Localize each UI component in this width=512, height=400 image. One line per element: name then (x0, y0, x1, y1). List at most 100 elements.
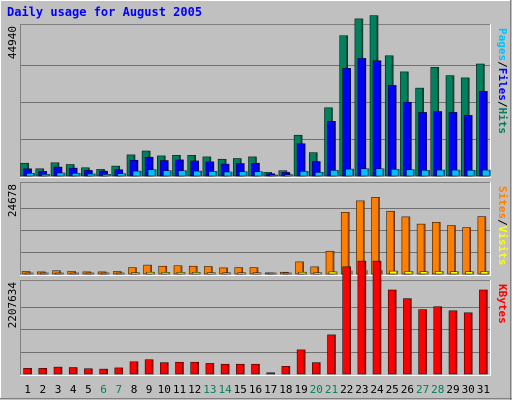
bar-shade (45, 171, 47, 176)
bar-shade (45, 368, 47, 374)
bar-shade (303, 349, 306, 374)
x-tick-label-12: 12 (188, 383, 201, 396)
bar-shade (195, 266, 198, 274)
legend-word: Visits (496, 226, 509, 266)
bar-shade (109, 174, 111, 176)
bar-shade (470, 115, 473, 176)
x-tick-label-17: 17 (264, 383, 277, 396)
bar-shade (485, 91, 488, 176)
bar-shade (241, 267, 243, 274)
bar-shade (457, 271, 459, 274)
bar-shade (139, 171, 141, 176)
bar-shade (151, 359, 154, 374)
x-tick-label-15: 15 (234, 383, 247, 396)
bar-shade (210, 266, 213, 274)
series-files (23, 58, 488, 177)
bar-shade (337, 170, 339, 176)
bar-shade (31, 273, 34, 274)
x-tick-label-30: 30 (462, 383, 475, 396)
bar-shade (455, 310, 457, 374)
bar-shade (335, 271, 337, 274)
bar-shade (166, 362, 169, 374)
x-tick-label-25: 25 (386, 383, 399, 396)
bar-shade (30, 168, 32, 176)
bar-shade (121, 169, 123, 176)
bar-shade (215, 171, 217, 176)
bar-shade (379, 261, 381, 374)
legend-word: Sites (496, 186, 509, 219)
bar-shade (367, 168, 369, 176)
bar-shade (136, 160, 138, 176)
bar-shade (485, 290, 488, 374)
bar-shade (397, 169, 400, 176)
bar-shade (488, 170, 491, 176)
bar-shade (291, 174, 293, 176)
bar-shade (92, 273, 94, 274)
chart-title: Daily usage for August 2005 (7, 5, 202, 19)
bar-shade (200, 171, 202, 176)
bar-shade (274, 273, 277, 274)
x-tick-label-18: 18 (279, 383, 292, 396)
bar-shade (317, 266, 319, 274)
bar-shade (77, 273, 79, 274)
x-tick-label-3: 3 (55, 383, 62, 396)
bar-shade (107, 273, 110, 274)
bar-shade (349, 266, 351, 374)
bar-shade (289, 273, 292, 274)
bar-shade (396, 271, 398, 274)
bar-shade (261, 171, 263, 176)
legend-word: Hits (496, 108, 509, 135)
bar-shade (258, 364, 260, 374)
bar-shade (182, 159, 184, 176)
bar-shade (60, 367, 62, 374)
legend-word: / (496, 101, 509, 108)
bar-shade (320, 272, 322, 274)
x-tick-label-28: 28 (431, 383, 444, 396)
x-tick-label-10: 10 (158, 383, 171, 396)
bar-shade (428, 170, 430, 176)
x-tick-label-29: 29 (446, 383, 459, 396)
x-tick-label-5: 5 (85, 383, 92, 396)
bar-shade (106, 369, 108, 374)
bar-shade (62, 273, 64, 274)
y-max-label: 2207634 (6, 282, 19, 329)
panel-background (20, 24, 491, 178)
bar-shade (362, 200, 365, 274)
x-tick-label-4: 4 (70, 383, 77, 396)
bar-shade (381, 270, 383, 274)
bar-shade (364, 261, 366, 374)
bar-shade (365, 270, 368, 274)
legend-word: / (496, 61, 509, 68)
bar-shade (48, 174, 50, 176)
bar-shade (470, 312, 473, 374)
bar-shade (197, 160, 199, 176)
bar-shade (458, 170, 460, 176)
bar-shade (306, 171, 309, 176)
x-tick-label-1: 1 (24, 383, 31, 396)
bar-shade (334, 121, 336, 176)
x-tick-label-8: 8 (131, 383, 138, 396)
bar-shade (230, 172, 233, 176)
bar-shade (33, 173, 35, 176)
bar-shade (487, 271, 489, 274)
bar-shade (438, 222, 441, 274)
panel-mid: 24678 Sites/Visits (6, 182, 509, 276)
bar-shade (258, 163, 260, 176)
x-tick-label-27: 27 (416, 383, 429, 396)
bar-shade (30, 368, 32, 374)
bar-shade (168, 272, 170, 274)
x-tick-label-22: 22 (340, 383, 353, 396)
bar-shade (350, 271, 353, 274)
bar-shade (303, 143, 306, 176)
series-legend-label: Pages/Files/Hits (496, 28, 509, 134)
bar-shade (440, 306, 442, 374)
x-tick-label-7: 7 (115, 383, 122, 396)
bar-shade (124, 173, 126, 176)
bar-shade (409, 102, 412, 176)
x-tick-label-23: 23 (355, 383, 368, 396)
bar-shade (441, 271, 444, 274)
legend-word: / (496, 219, 509, 226)
bar-shade (227, 364, 230, 374)
bar-shade (288, 172, 290, 176)
bar-shade (244, 272, 246, 274)
